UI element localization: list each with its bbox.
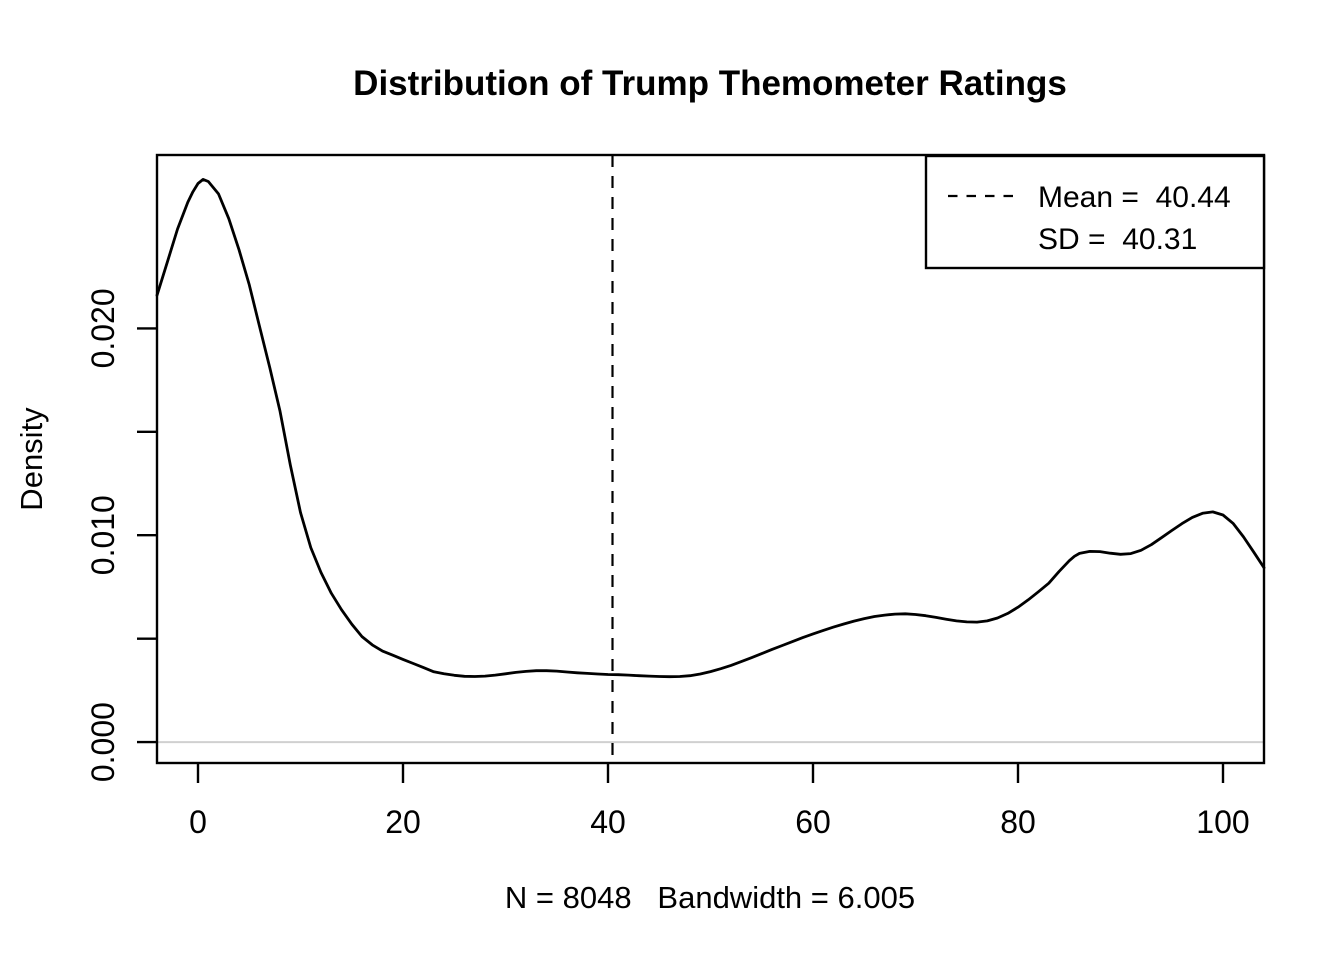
y-axis-label: Density [14,407,49,511]
y-tick-label: 0.000 [85,702,121,782]
x-axis: 0 20 40 60 80 100 [189,763,1250,840]
x-tick-label: 0 [189,804,207,840]
chart-title: Distribution of Trump Themometer Ratings [353,64,1067,103]
y-axis: 0.000 0.010 0.020 [85,288,157,782]
x-tick-label: 100 [1196,804,1249,840]
legend-mean-label: Mean = 40.44 [1038,181,1231,214]
x-tick-label: 20 [385,804,421,840]
x-axis-label: N = 8048 Bandwidth = 6.005 [505,880,915,915]
y-tick-label: 0.020 [85,288,121,368]
plot-box [155,153,1266,765]
legend-box [924,154,1266,270]
x-tick-label: 60 [795,804,831,840]
y-tick-label: 0.010 [85,495,121,575]
density-curve [155,178,1266,679]
legend-sd-label: SD = 40.31 [1038,223,1197,256]
x-tick-label: 80 [1000,804,1036,840]
x-tick-label: 40 [590,804,626,840]
legend: Mean = 40.44 SD = 40.31 [924,154,1266,270]
